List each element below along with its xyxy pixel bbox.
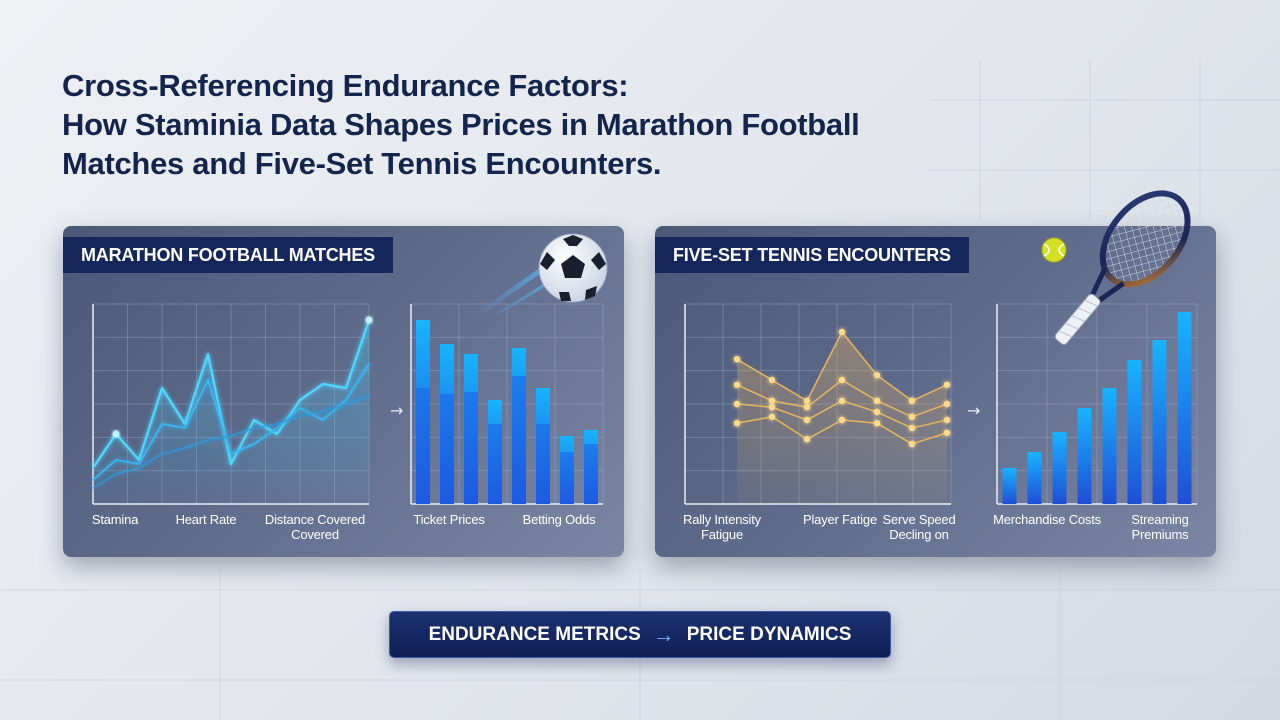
fb-bar-inner-6: [560, 452, 574, 504]
football-charts: →: [92, 303, 604, 505]
tennis-panel-heading: FIVE-SET TENNIS ENCOUNTERS: [655, 237, 969, 273]
cta-right-label: PRICE DYNAMICS: [686, 623, 852, 645]
tn-bar-3: [1077, 408, 1092, 504]
fb-bar-inner-2: [464, 392, 478, 504]
tn-bar-4: [1102, 388, 1117, 504]
tennis-bar-label-merchandise: Merchandise Costs: [993, 512, 1101, 527]
football-bar-label-ticket-prices: Ticket Prices: [413, 512, 485, 527]
tn-bar-1: [1027, 452, 1042, 504]
tn-line-point-3-5: [908, 440, 916, 448]
tn-line-point-0-2: [803, 397, 811, 404]
tn-line-point-0-5: [908, 397, 916, 404]
fb-line-point-1: [365, 316, 373, 324]
tennis-line-label-player-fatige: Player Fatige: [803, 512, 877, 527]
tn-bar-5: [1127, 360, 1142, 504]
fb-line-point-0: [112, 430, 120, 438]
football-bar-grid: [410, 303, 604, 505]
football-line-series: [92, 316, 373, 504]
fb-bar-inner-1: [440, 394, 454, 504]
tn-line-point-2-5: [908, 424, 916, 432]
fb-line-area: [93, 320, 369, 504]
tn-line-point-1-6: [943, 400, 951, 408]
tn-line-point-2-1: [768, 404, 776, 411]
tn-bar-2: [1052, 432, 1067, 504]
fb-bar-inner-4: [512, 376, 526, 504]
tn-line-point-2-0: [733, 400, 741, 408]
tn-line-point-0-0: [733, 356, 741, 363]
tennis-line-label-rally-intensity: Rally Intensity Fatigue: [683, 512, 761, 542]
tn-line-point-3-4: [873, 420, 881, 427]
soccer-ball-icon: [473, 233, 608, 320]
tennis-charts: →: [684, 303, 1198, 505]
tn-line-point-1-3: [838, 376, 846, 384]
tennis-line-series: [733, 328, 951, 504]
fb-line-series-0: [92, 319, 371, 469]
tn-line-point-3-2: [803, 436, 811, 443]
tn-line-point-2-3: [838, 397, 846, 404]
tn-line-point-1-2: [803, 404, 811, 411]
tn-line-point-2-2: [803, 416, 811, 424]
football-line-label-heart-rate: Heart Rate: [175, 512, 237, 527]
cta-left-label: ENDURANCE METRICS: [428, 623, 641, 645]
title-line-2: How Staminia Data Shapes Prices in Marat…: [62, 107, 860, 142]
tn-line-point-2-6: [943, 416, 951, 424]
tn-bar-6: [1152, 340, 1167, 504]
cta-arrow-icon: →: [652, 621, 675, 647]
tn-line-point-2-4: [873, 408, 881, 416]
football-arrow-icon: →: [390, 401, 403, 420]
football-line-label-distance: Distance Covered Covered: [264, 512, 366, 542]
football-bar-label-betting-odds: Betting Odds: [522, 512, 596, 527]
tn-line-point-1-0: [733, 381, 741, 388]
fb-line-series-2: [92, 395, 370, 489]
football-line-label-stamina: Stamina: [91, 512, 139, 527]
tn-line-point-0-3: [838, 328, 846, 336]
football-panel: MARATHON FOOTBALL MATCHES →: [63, 226, 624, 557]
fb-line-series-1: [92, 363, 370, 481]
tn-line-point-1-4: [873, 397, 881, 404]
tennis-bar-label-streaming: Streaming Premiums: [1131, 512, 1189, 542]
tn-line-point-0-1: [768, 376, 776, 384]
fb-bar-inner-5: [536, 424, 550, 504]
tn-line-point-0-4: [873, 372, 881, 379]
tn-line-point-0-6: [943, 381, 951, 388]
tn-line-point-3-6: [943, 429, 951, 436]
tennis-line-label-serve-speed: Serve Speed Decling on: [882, 512, 956, 542]
fb-bar-inner-0: [416, 388, 430, 504]
tn-bar-7: [1177, 312, 1192, 504]
endurance-to-price-banner: ENDURANCE METRICS → PRICE DYNAMICS: [389, 611, 891, 658]
tennis-racket-icon: [1054, 190, 1191, 345]
title-line-1: Cross-Referencing Endurance Factors:: [62, 68, 629, 103]
fb-bar-inner-3: [488, 424, 502, 504]
tn-line-point-1-1: [768, 397, 776, 404]
tennis-bars: [1002, 312, 1192, 504]
tennis-arrow-icon: →: [967, 401, 980, 420]
tennis-ball-icon: [1041, 237, 1067, 263]
tn-line-point-3-0: [733, 420, 741, 427]
page-title: Cross-Referencing Endurance Factors: How…: [62, 66, 962, 183]
fb-bar-inner-7: [584, 444, 598, 504]
tn-line-point-3-1: [768, 413, 776, 420]
tennis-panel: FIVE-SET TENNIS ENCOUNTERS → Rally Inten…: [655, 226, 1216, 557]
football-panel-heading: MARATHON FOOTBALL MATCHES: [63, 237, 393, 273]
tn-line-point-3-3: [838, 416, 846, 424]
title-line-3: Matches and Five-Set Tennis Encounters.: [62, 146, 662, 181]
tn-bar-0: [1002, 468, 1017, 504]
football-bars: [416, 320, 598, 504]
tn-line-point-1-5: [908, 413, 916, 420]
